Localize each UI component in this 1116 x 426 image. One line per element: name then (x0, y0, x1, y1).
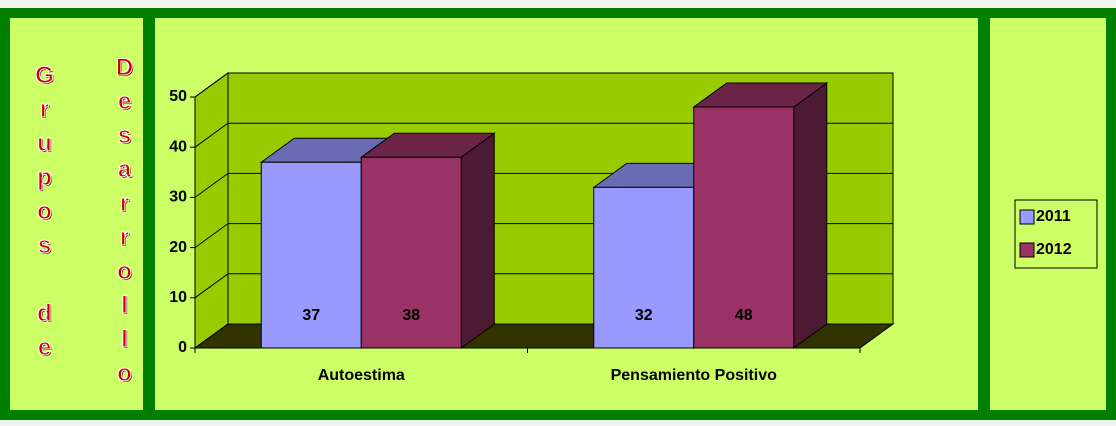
grid-line (194, 323, 229, 349)
title-panel: Grupos de Desarrollo (10, 18, 143, 410)
y-tick-label: 50 (169, 88, 187, 105)
bar (593, 186, 695, 349)
side-title: Desarrollo (111, 54, 139, 395)
side-title: Grupos de (31, 62, 59, 369)
legend-label: 2012 (1036, 241, 1072, 258)
grid-line (194, 72, 229, 98)
grid-line (194, 223, 229, 249)
data-label: 38 (402, 307, 420, 324)
y-tick-label: 30 (169, 189, 187, 206)
legend-swatch (1019, 209, 1035, 225)
y-tick-label: 0 (178, 339, 187, 356)
bar-side (460, 132, 495, 349)
side-wall (194, 72, 229, 349)
y-tick-label: 40 (169, 138, 187, 155)
y-tick-label: 10 (169, 289, 187, 306)
bar (360, 156, 462, 349)
y-tick-label: 20 (169, 239, 187, 256)
bar (260, 161, 362, 349)
bar-side (793, 82, 828, 349)
bar (693, 106, 795, 349)
x-tick-label: Autoestima (318, 367, 405, 384)
x-tick-label: Pensamiento Positivo (611, 367, 777, 384)
legend-swatch (1019, 242, 1035, 258)
grid-line (194, 172, 229, 198)
grid-line (194, 273, 229, 299)
legend-label: 2011 (1036, 208, 1071, 225)
data-label: 32 (635, 307, 653, 324)
grid-line (194, 122, 229, 148)
data-label: 48 (735, 307, 753, 324)
data-label: 37 (302, 307, 320, 324)
